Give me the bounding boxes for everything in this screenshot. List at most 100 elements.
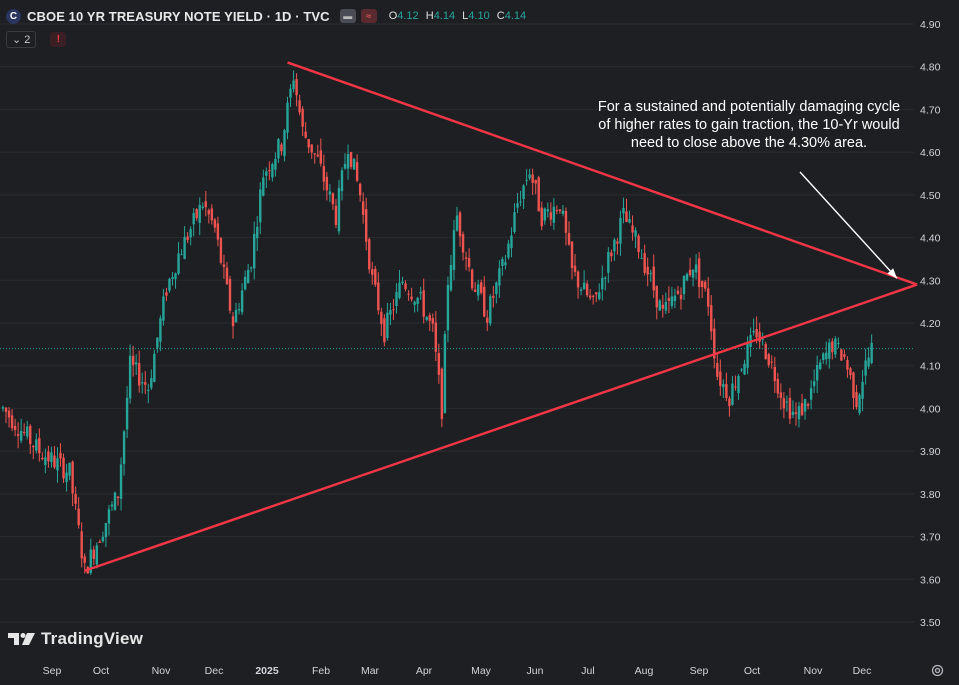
candle-body — [767, 354, 770, 366]
alert-icon[interactable]: ! — [50, 32, 67, 47]
candle-body — [389, 310, 392, 315]
candle-body — [688, 269, 692, 276]
indicators-toggle[interactable]: ⌄ 2 — [6, 31, 37, 48]
candle-body — [428, 315, 431, 321]
time-axis[interactable]: Sep Oct Nov Dec 2025 Feb Mar Apr May Jun Jul Aug Sep… — [43, 665, 872, 677]
arrow-shaft — [799, 171, 898, 279]
candle-body — [446, 285, 450, 331]
candle-body — [519, 201, 522, 203]
candle-body — [171, 277, 174, 280]
candle-body — [310, 144, 313, 153]
symbol-logo-icon[interactable]: C — [6, 8, 21, 24]
candle-body — [773, 366, 776, 382]
settings-gear-icon[interactable] — [930, 663, 945, 678]
candle-body — [440, 368, 444, 419]
candle-body — [707, 288, 710, 307]
candle-body — [782, 398, 786, 409]
candle-body — [667, 298, 671, 301]
candle-body — [74, 493, 77, 504]
x-tick-label: 2025 — [255, 665, 279, 677]
candle-body — [35, 439, 38, 451]
upper-trendline[interactable] — [287, 61, 918, 286]
candle-body — [495, 282, 498, 295]
candle-body — [788, 397, 792, 419]
candle-body — [846, 360, 849, 370]
candle-body — [277, 139, 280, 159]
ohlc-close-key: C — [496, 10, 505, 22]
price-axis[interactable]: 4.90 4.80 4.70 4.60 4.50 4.40 4.30 4.20 4.10 4.00… — [920, 19, 941, 629]
candle-body — [213, 219, 217, 228]
ohlc-close-value: 4.14 — [504, 10, 527, 22]
candle-body — [168, 278, 171, 291]
candlestick-series — [1, 70, 873, 575]
candle-body — [504, 262, 507, 266]
candle-body — [419, 291, 422, 294]
candle-body — [280, 144, 283, 152]
candle-body — [210, 208, 214, 221]
candle-body — [89, 549, 92, 574]
candle-body — [222, 264, 226, 267]
candle-body — [62, 457, 65, 479]
candle-body — [588, 295, 592, 298]
candle-body — [473, 289, 477, 293]
x-tick-label: May — [471, 665, 492, 677]
candle-body — [128, 355, 132, 399]
wave-icon[interactable]: ≈ — [360, 9, 377, 23]
candle-body — [10, 415, 14, 429]
candle-body — [679, 294, 683, 300]
candle-body — [822, 353, 825, 361]
candle-body — [65, 472, 68, 483]
candle-body — [719, 371, 722, 387]
candle-body — [22, 432, 26, 434]
candle-body — [598, 292, 601, 300]
candle-body — [476, 284, 480, 296]
candle-body — [80, 531, 83, 559]
candle-body — [561, 210, 565, 214]
x-tick-label: Nov — [152, 665, 171, 677]
candle-body — [313, 153, 316, 155]
y-tick-label: 4.70 — [920, 104, 941, 116]
candle-body — [56, 458, 59, 471]
candle-body — [546, 209, 549, 212]
candle-body — [304, 131, 307, 138]
candle-body — [259, 189, 262, 223]
candle-body — [352, 158, 356, 170]
candle-body — [794, 412, 798, 414]
y-tick-label: 3.80 — [920, 489, 941, 501]
candle-body — [570, 241, 574, 269]
candle-body — [567, 233, 571, 245]
candle-body — [840, 349, 843, 361]
candle-body — [234, 309, 238, 323]
candle-body — [392, 309, 395, 311]
candle-body — [298, 100, 301, 113]
candle-body — [685, 273, 689, 281]
minus-icon[interactable]: ▬ — [339, 9, 356, 23]
x-tick-label: Dec — [853, 665, 872, 677]
tradingview-logo[interactable]: TradingView — [8, 629, 143, 649]
candle-body — [770, 361, 773, 363]
chevron-down-icon: ⌄ — [12, 34, 22, 46]
candle-body — [83, 556, 86, 563]
candle-body — [713, 328, 716, 359]
candle-body — [256, 226, 259, 239]
brand-name: TradingView — [41, 629, 144, 648]
candle-body — [228, 278, 232, 311]
candle-body — [174, 273, 177, 280]
candle-body — [50, 452, 53, 463]
candle-body — [858, 394, 861, 413]
candle-body — [470, 269, 474, 289]
candle-body — [274, 158, 277, 170]
candle-body — [141, 382, 144, 384]
candle-body — [246, 269, 250, 284]
candle-body — [186, 236, 189, 241]
candle-body — [249, 267, 253, 269]
candle-body — [534, 179, 537, 184]
lower-trendline[interactable] — [84, 283, 918, 572]
candle-body — [461, 234, 465, 253]
candle-body — [119, 464, 123, 499]
trendlines[interactable] — [84, 61, 918, 572]
symbol-title[interactable]: CBOE 10 YR TREASURY NOTE YIELD · 1D · TV… — [27, 8, 330, 24]
candle-body — [601, 277, 604, 290]
candle-body — [825, 352, 828, 360]
